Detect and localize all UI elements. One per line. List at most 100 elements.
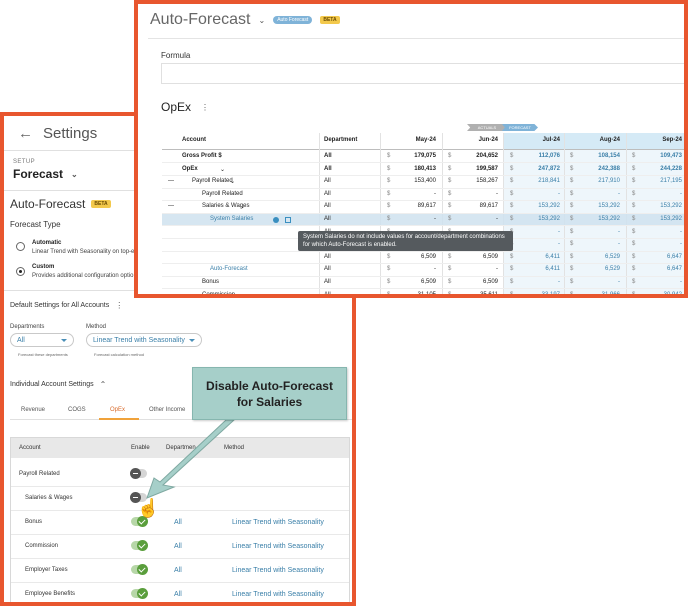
chevron-down-icon[interactable]: ⌄ xyxy=(240,204,246,211)
cell-value[interactable]: 6,529 xyxy=(604,253,620,260)
more-vert-icon[interactable]: ⋮ xyxy=(115,301,124,310)
info-icon[interactable] xyxy=(273,217,279,223)
custom-radio[interactable] xyxy=(16,267,25,276)
cell-value[interactable]: - xyxy=(558,279,560,285)
cell-value[interactable]: 153,292 xyxy=(538,216,560,222)
cell-value[interactable]: - xyxy=(680,190,682,197)
chevron-down-icon[interactable]: ⌄ xyxy=(240,292,246,298)
cell-value[interactable]: 6,411 xyxy=(545,266,560,273)
forecast-selector[interactable]: Forecast ⌄ xyxy=(13,167,78,181)
cell-value[interactable]: 35,611 xyxy=(480,291,498,298)
departments-link[interactable]: All xyxy=(174,543,182,550)
method-link[interactable]: Linear Trend with Seasonality xyxy=(232,567,324,574)
grid-row[interactable]: All $6,509 $6,509 $6,411 $6,529 $6,647 xyxy=(162,252,684,265)
grid-row[interactable]: — Payroll Related ⌄ All $153,400 $158,267 $218… xyxy=(162,176,684,189)
cell-value[interactable]: 179,075 xyxy=(414,153,436,159)
cell-value[interactable]: 247,872 xyxy=(538,165,560,172)
cell-value[interactable]: - xyxy=(680,279,682,285)
tab-opex[interactable]: OpEx xyxy=(110,407,126,413)
cell-value[interactable]: 6,509 xyxy=(482,279,498,285)
row-collapse-icon[interactable]: — xyxy=(168,178,174,185)
cell-value[interactable]: - xyxy=(680,241,682,248)
formula-input[interactable] xyxy=(161,63,684,84)
grid-row[interactable]: Gross Profit $ All $179,075 $204,652 $112,07… xyxy=(162,151,684,164)
cell-value[interactable]: - xyxy=(618,241,620,248)
departments-select[interactable]: All xyxy=(10,333,74,347)
cell-value[interactable]: 6,509 xyxy=(420,253,436,260)
cell-value[interactable]: - xyxy=(434,216,436,222)
cell-value[interactable]: 199,587 xyxy=(476,165,498,172)
cell-value[interactable]: 6,647 xyxy=(666,266,682,273)
row-collapse-icon[interactable]: — xyxy=(168,203,174,210)
cell-value[interactable]: 6,509 xyxy=(482,253,498,260)
enable-toggle[interactable] xyxy=(131,564,148,575)
cell-value[interactable]: 180,413 xyxy=(414,165,436,172)
cell-value[interactable]: 158,267 xyxy=(476,178,498,185)
cell-value[interactable]: - xyxy=(618,228,620,235)
grid-row[interactable]: Auto-Forecast All $ - $ - $6,411 $6,529 $6,647 xyxy=(162,264,684,277)
method-link[interactable]: Linear Trend with Seasonality xyxy=(232,543,324,550)
cell-value[interactable]: 112,076 xyxy=(538,153,560,159)
cell-value[interactable]: 204,652 xyxy=(476,153,498,159)
grid-row[interactable]: Payroll Related All $ - $ - $ - $ - $ - xyxy=(162,189,684,202)
cell-value[interactable]: - xyxy=(680,228,682,235)
cell-value[interactable]: - xyxy=(618,279,620,285)
cell-value[interactable]: - xyxy=(558,190,560,197)
method-link[interactable]: Linear Trend with Seasonality xyxy=(232,591,324,598)
cell-value[interactable]: 153,292 xyxy=(598,203,620,210)
cell-value[interactable]: 153,292 xyxy=(538,203,560,210)
automatic-radio[interactable] xyxy=(16,242,25,251)
cell-value[interactable]: 217,910 xyxy=(598,178,620,185)
tab-cogs[interactable]: COGS xyxy=(68,407,86,413)
cell-value[interactable]: 244,228 xyxy=(660,165,682,172)
cell-value[interactable]: 153,400 xyxy=(414,178,436,185)
cell-value[interactable]: 6,509 xyxy=(420,279,436,285)
grid-row[interactable]: Commission ⌄ All $31,105 $35,611 $33,197 $31,9… xyxy=(162,290,684,298)
grid-row[interactable]: — Salaries & Wages ⌄ All $89,617 $89,617 $153,… xyxy=(162,201,684,214)
cell-value[interactable]: - xyxy=(558,241,560,248)
tab-revenue[interactable]: Revenue xyxy=(21,407,46,413)
cell-value[interactable]: - xyxy=(618,190,620,197)
cell-value[interactable]: 153,292 xyxy=(598,216,620,222)
cell-value[interactable]: 6,529 xyxy=(604,266,620,273)
cell-value[interactable]: 242,388 xyxy=(598,165,620,172)
enable-toggle[interactable] xyxy=(130,468,147,479)
cell-value[interactable]: 30,942 xyxy=(663,291,682,298)
departments-link[interactable]: All xyxy=(174,567,182,574)
more-vert-icon[interactable]: ⋮ xyxy=(201,102,210,112)
method-link[interactable]: Linear Trend with Seasonality xyxy=(232,519,324,526)
cell-value[interactable]: 153,292 xyxy=(660,216,682,222)
method-select[interactable]: Linear Trend with Seasonality xyxy=(86,333,202,347)
cell-value[interactable]: 153,292 xyxy=(660,203,682,210)
cell-value[interactable]: 31,966 xyxy=(601,291,620,298)
cell-value[interactable]: 109,473 xyxy=(660,153,682,159)
cell-value[interactable]: 6,411 xyxy=(545,253,560,260)
cell-value[interactable]: 6,647 xyxy=(666,253,682,260)
cell-value[interactable]: 89,617 xyxy=(479,203,498,210)
cell-value[interactable]: 31,105 xyxy=(417,291,436,298)
cell-value[interactable]: - xyxy=(496,266,498,273)
chevron-down-icon[interactable]: ⌄ xyxy=(230,179,236,186)
cell-value[interactable]: - xyxy=(434,190,436,197)
cell-value[interactable]: 108,154 xyxy=(598,153,620,159)
chevron-down-icon[interactable]: ⌄ xyxy=(258,15,266,25)
grid-row[interactable]: OpEx ⌄ All $180,413 $199,587 $247,872 $242,388… xyxy=(162,164,684,176)
enable-toggle[interactable] xyxy=(131,516,148,527)
enable-toggle[interactable] xyxy=(130,492,147,503)
chevron-down-icon[interactable]: ⌄ xyxy=(220,166,226,173)
cell-value[interactable]: 33,197 xyxy=(541,291,560,298)
tab-other-income[interactable]: Other Income xyxy=(149,407,186,413)
cell-value[interactable]: 217,195 xyxy=(660,178,682,185)
cell-value[interactable]: 89,617 xyxy=(417,203,436,210)
enable-toggle[interactable] xyxy=(131,588,148,599)
cell-value[interactable]: - xyxy=(434,266,436,273)
cell-value[interactable]: - xyxy=(558,228,560,235)
departments-link[interactable]: All xyxy=(174,519,182,526)
back-arrow-icon[interactable]: ← xyxy=(18,125,33,142)
open-external-icon[interactable] xyxy=(285,217,291,223)
cell-value[interactable]: - xyxy=(496,216,498,222)
grid-row[interactable]: System Salaries All $ - $ - $153,292 $153,292 $1… xyxy=(162,214,684,227)
enable-toggle[interactable] xyxy=(131,540,148,551)
grid-row[interactable]: Bonus All $6,509 $6,509 $ - $ - $ - xyxy=(162,277,684,290)
departments-link[interactable]: All xyxy=(174,591,182,598)
